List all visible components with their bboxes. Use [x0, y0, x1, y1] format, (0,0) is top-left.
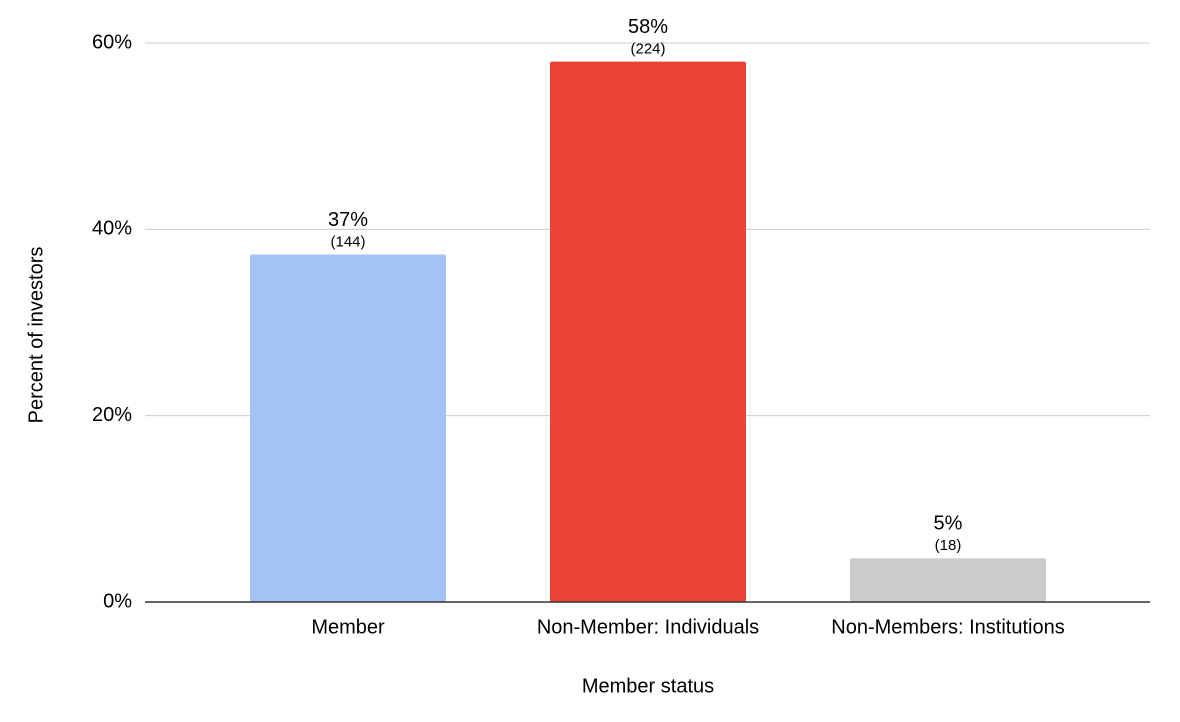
- bar: [850, 558, 1046, 602]
- bar: [250, 254, 446, 602]
- x-tick-label: Member: [311, 616, 385, 638]
- count-label: (18): [935, 537, 962, 554]
- bar: [550, 61, 746, 602]
- y-axis-title: Percent of investors: [25, 247, 47, 424]
- y-tick-label: 60%: [92, 31, 132, 53]
- value-label: 37%: [328, 209, 368, 231]
- x-tick-label: Non-Members: Institutions: [831, 616, 1064, 638]
- value-label: 58%: [628, 16, 668, 38]
- count-label: (144): [330, 233, 365, 250]
- count-label: (224): [630, 41, 665, 58]
- x-tick-label: Non-Member: Individuals: [537, 616, 759, 638]
- y-tick-label: 20%: [92, 404, 132, 426]
- x-axis-title: Member status: [582, 675, 714, 697]
- y-tick-label: 40%: [92, 218, 132, 240]
- y-tick-label: 0%: [103, 590, 132, 612]
- value-label: 5%: [934, 512, 963, 534]
